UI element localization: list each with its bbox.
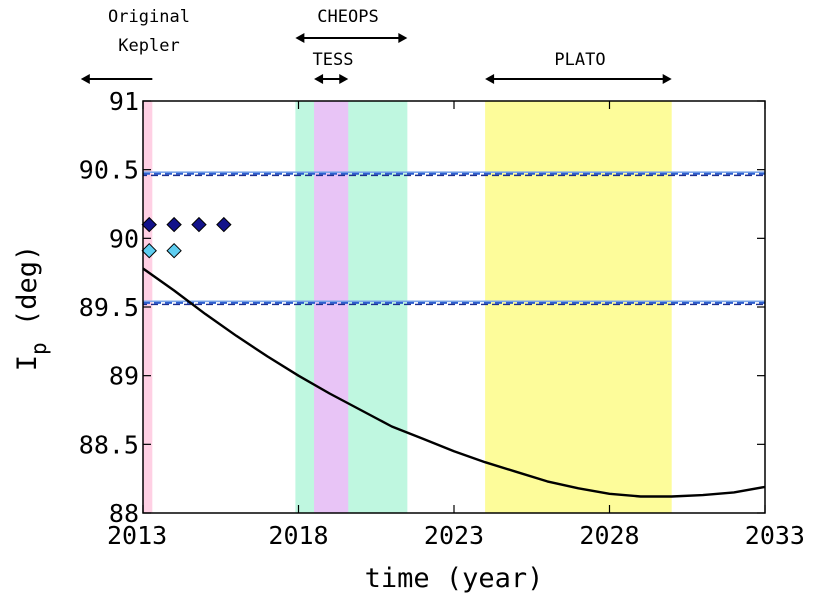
band-plato	[485, 101, 672, 513]
mission-bands	[143, 101, 672, 513]
light-points-1	[166, 242, 182, 259]
series-model	[143, 267, 765, 498]
data-points	[141, 216, 232, 259]
x-tick-label-2018: 2018	[268, 521, 328, 550]
tick-labels: 2013 2018 2023 2028 2033 88 88.5 89 89.5 90 90.5 91	[79, 87, 805, 550]
mission-label-tess: TESS	[313, 50, 354, 70]
band-tess	[314, 101, 349, 513]
arrow-kepler-head-left	[80, 74, 90, 84]
light-points-0	[141, 242, 157, 259]
arrow-plato-head-right	[662, 74, 672, 84]
y-axis-label-main: I	[12, 355, 43, 371]
dark-points-1	[166, 216, 182, 233]
x-tick-label-2013: 2013	[107, 521, 167, 550]
mission-arrows	[80, 33, 672, 84]
x-tick-label-2028: 2028	[579, 521, 639, 550]
y-tick-label-90: 90	[109, 224, 139, 253]
arrow-cheops-head-left	[295, 33, 305, 43]
mission-labels: Original Kepler CHEOPS TESS PLATO	[108, 7, 606, 70]
arrow-cheops-head-right	[398, 33, 408, 43]
mission-label-kepler: Kepler	[118, 36, 179, 56]
y-axis-label-unit: (deg)	[12, 245, 43, 343]
band-cheops	[295, 101, 408, 513]
y-tick-label-89: 89	[109, 362, 139, 391]
limit-lines	[143, 171, 765, 306]
x-tick-label-2023: 2023	[424, 521, 484, 550]
y-axis-label-sub: p	[27, 342, 51, 355]
dark-points-3	[216, 216, 232, 233]
x-axis-label: time (year)	[365, 563, 544, 594]
y-axis-label: Ip (deg)	[12, 245, 51, 371]
y-tick-label-88.5: 88.5	[79, 430, 139, 459]
y-tick-label-89.5: 89.5	[79, 293, 139, 322]
y-tick-label-88: 88	[109, 499, 139, 528]
mission-label-original: Original	[108, 7, 190, 27]
dark-points-2	[191, 216, 207, 233]
model-curve	[143, 267, 765, 498]
mission-label-plato: PLATO	[554, 50, 605, 70]
mission-label-cheops: CHEOPS	[317, 7, 378, 27]
arrow-tess-head-left	[314, 74, 324, 84]
y-tick-label-91: 91	[109, 87, 139, 116]
y-tick-label-90.5: 90.5	[79, 156, 139, 185]
x-tick-label-2033: 2033	[745, 521, 805, 550]
arrow-tess-head-right	[339, 74, 349, 84]
axis-ticks	[142, 100, 766, 514]
dark-points-0	[141, 216, 157, 233]
arrow-plato-head-left	[485, 74, 495, 84]
